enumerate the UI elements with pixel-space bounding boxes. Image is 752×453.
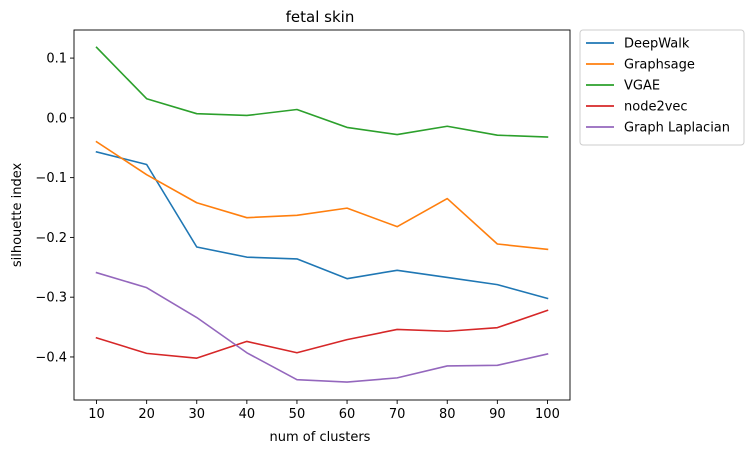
- x-tick-label: 80: [439, 407, 456, 422]
- series-line-deepwalk: [95, 150, 549, 300]
- y-tick-label: −0.1: [35, 171, 67, 186]
- series-line-graph-laplacian: [95, 271, 549, 383]
- x-tick-label: 90: [489, 407, 506, 422]
- y-axis-title: silhouette index: [10, 163, 25, 268]
- x-tick-label: 100: [535, 407, 560, 422]
- legend-label: Graphsage: [624, 58, 695, 73]
- x-tick-label: 60: [339, 407, 356, 422]
- y-tick-label: −0.4: [35, 350, 67, 365]
- legend-label: node2vec: [624, 100, 688, 115]
- legend-label: VGAE: [624, 79, 660, 94]
- x-tick-label: 50: [289, 407, 306, 422]
- chart-title: fetal skin: [286, 8, 355, 26]
- y-tick-label: −0.2: [35, 231, 67, 246]
- x-tick-label: 20: [138, 407, 155, 422]
- y-tick-label: 0.1: [46, 52, 67, 67]
- plot-frame: [73, 29, 571, 401]
- series-line-vgae: [95, 46, 549, 138]
- x-axis-title: num of clusters: [270, 430, 371, 445]
- plot-area: 10 20 30 40 50 60 70 80 90 100 0.1 0.0 −0.1 −0.2 −0.3 −…: [35, 29, 571, 422]
- legend-label: DeepWalk: [624, 37, 690, 52]
- x-tick-label: 10: [88, 407, 105, 422]
- legend: DeepWalk Graphsage VGAE node2vec Graph Lapla…: [579, 29, 745, 146]
- series-line-node2vec: [95, 309, 549, 359]
- x-tick-label: 40: [239, 407, 256, 422]
- legend-label: Graph Laplacian: [624, 121, 730, 136]
- y-tick-label: 0.0: [46, 111, 67, 126]
- x-tick-label: 30: [188, 407, 205, 422]
- y-tick-label: −0.3: [35, 291, 67, 306]
- series-line-graphsage: [95, 140, 549, 251]
- x-tick-label: 70: [389, 407, 406, 422]
- legend-frame: [579, 29, 745, 146]
